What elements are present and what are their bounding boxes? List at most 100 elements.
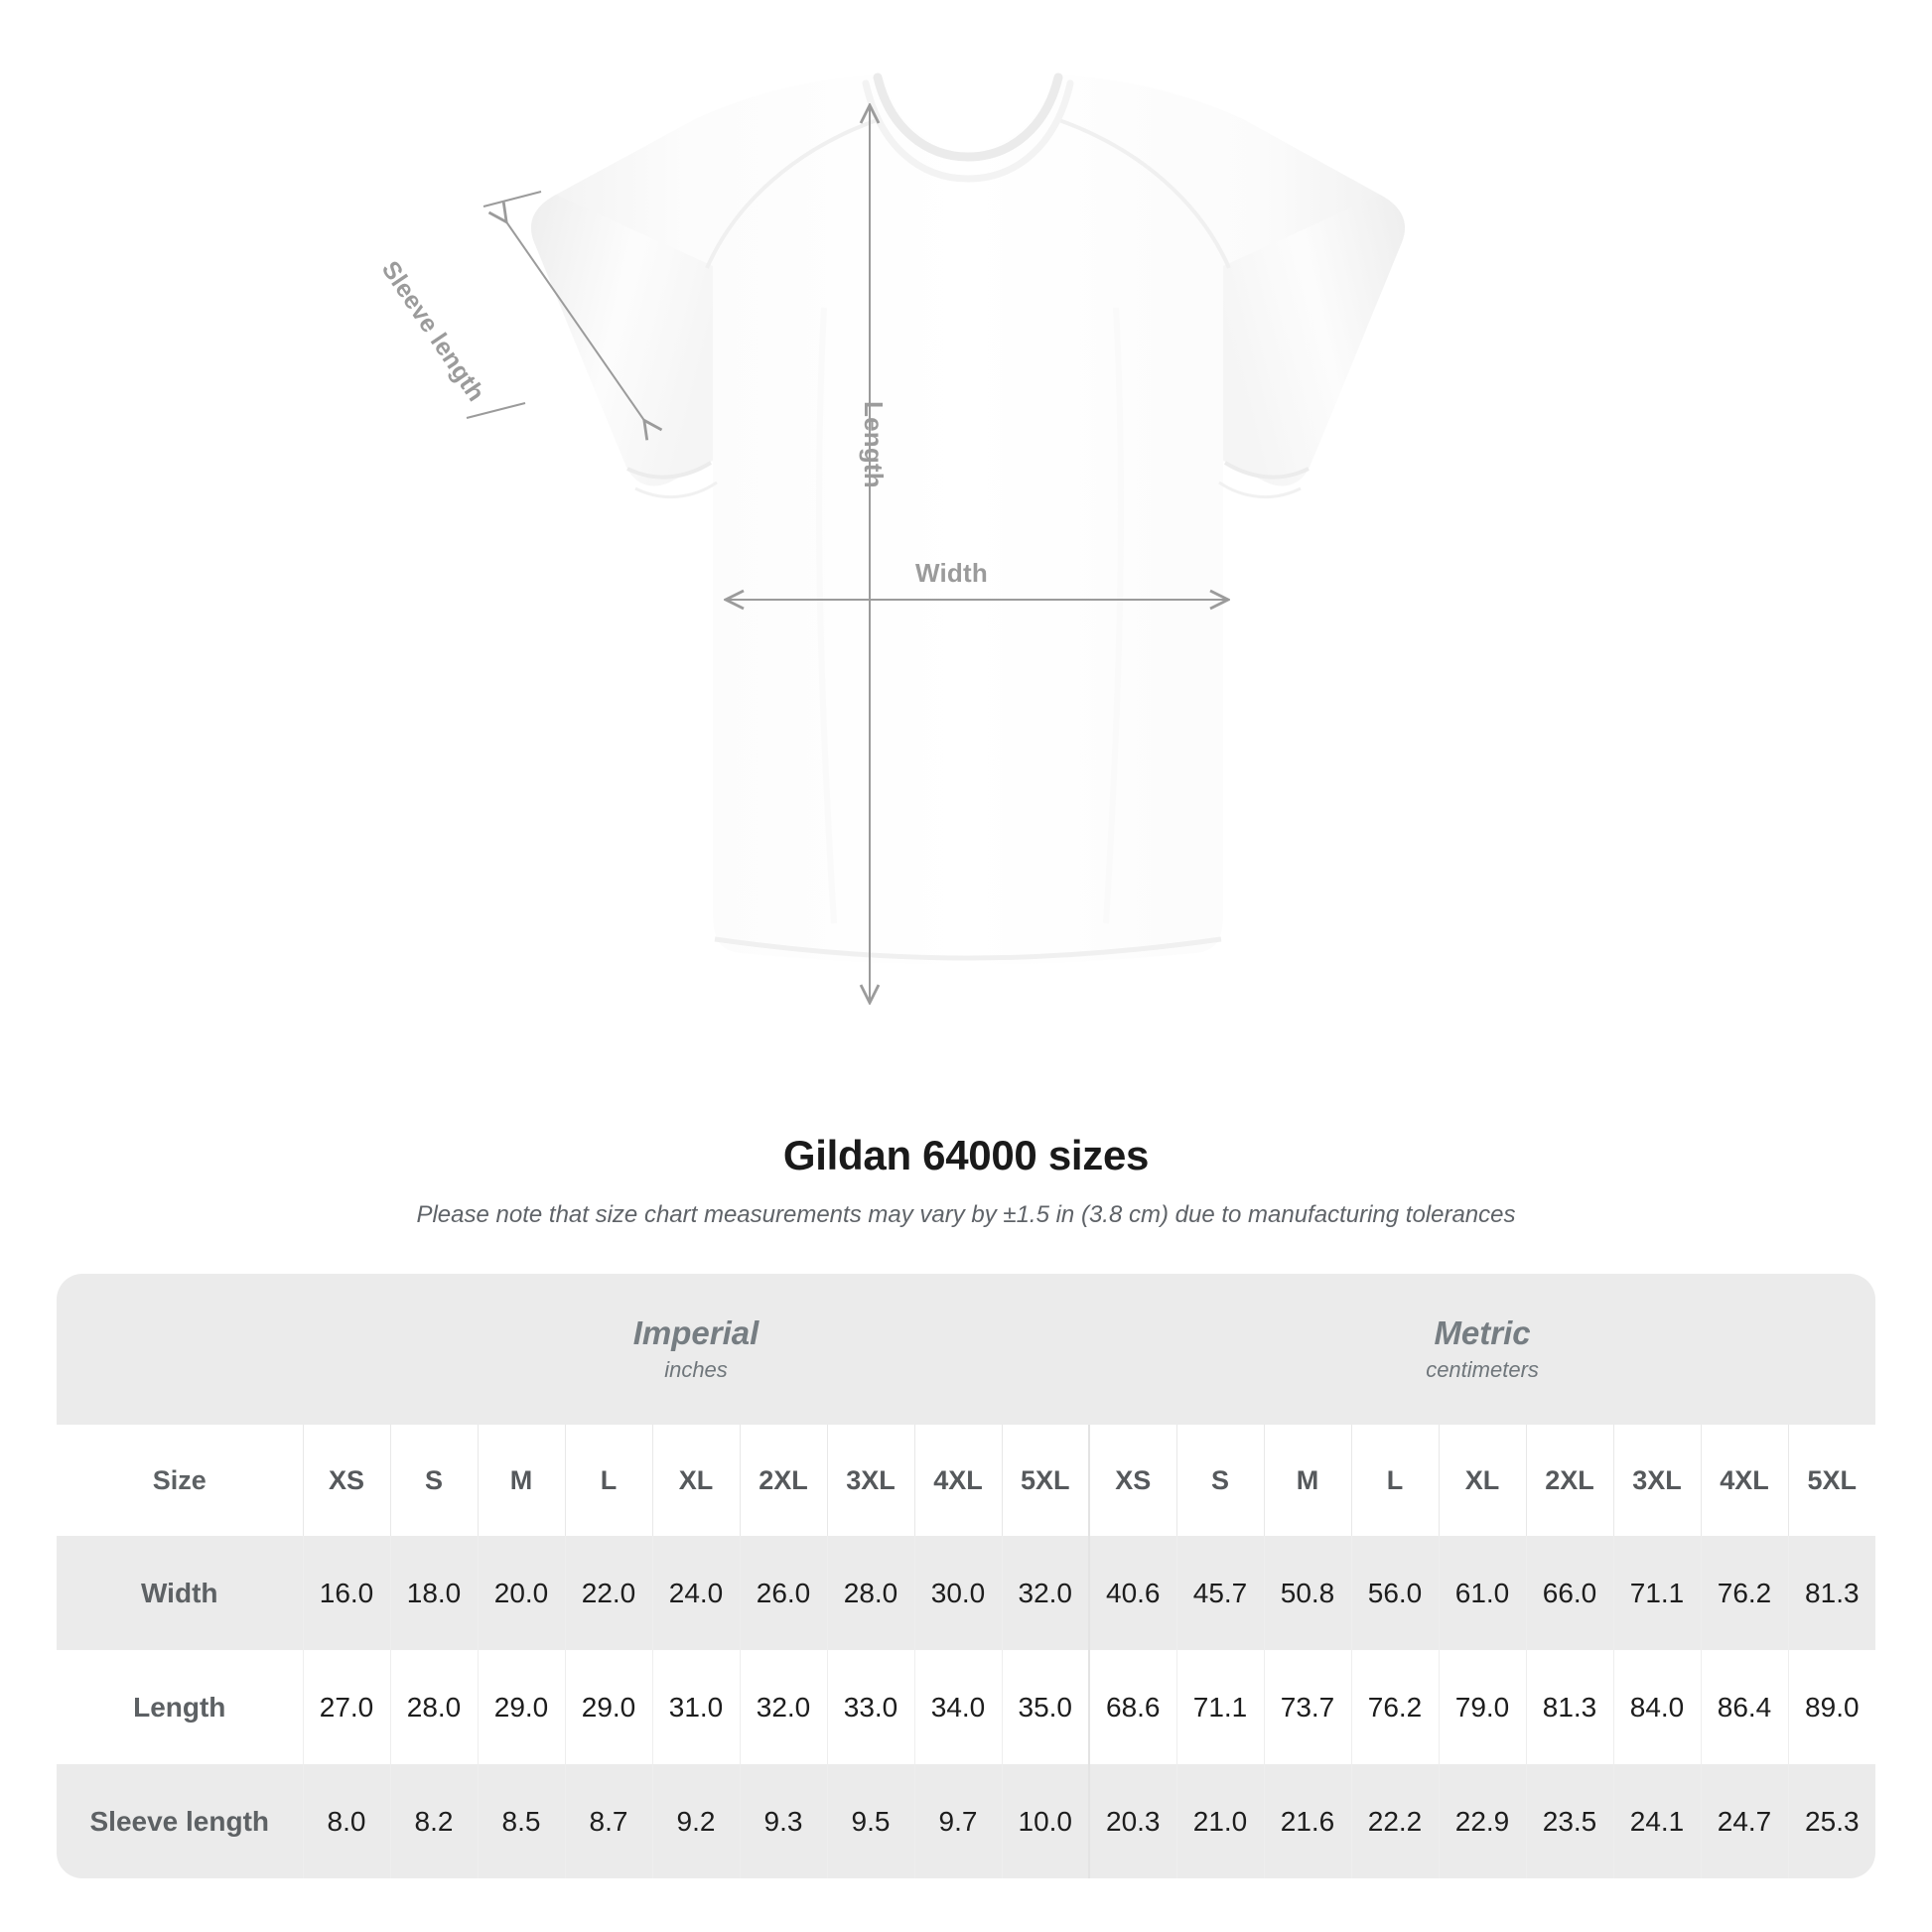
cell-width-imp-m: 20.0 xyxy=(477,1536,565,1650)
row-label-length: Length xyxy=(57,1650,303,1764)
row-label-sleeve-length: Sleeve length xyxy=(57,1764,303,1878)
sleeve-tick-bottom xyxy=(466,402,526,419)
cell-width-imp-2xl: 26.0 xyxy=(739,1536,827,1650)
cell-sleeve-met-l: 22.2 xyxy=(1350,1764,1439,1878)
cell-sleeve-met-3xl: 24.1 xyxy=(1612,1764,1701,1878)
cell-length-met-5xl: 89.0 xyxy=(1787,1650,1876,1764)
cell-length-imp-s: 28.0 xyxy=(389,1650,478,1764)
table-row: Length 27.0 28.0 29.0 29.0 31.0 32.0 33.… xyxy=(57,1650,1876,1764)
cell-length-met-2xl: 81.3 xyxy=(1525,1650,1613,1764)
size-header-label: Size xyxy=(57,1425,303,1536)
cell-length-met-l: 76.2 xyxy=(1350,1650,1439,1764)
size-header-met-5xl: 5XL xyxy=(1787,1425,1876,1536)
cell-length-met-s: 71.1 xyxy=(1175,1650,1264,1764)
cell-sleeve-imp-2xl: 9.3 xyxy=(739,1764,827,1878)
cell-sleeve-imp-5xl: 10.0 xyxy=(1001,1764,1089,1878)
cell-length-met-m: 73.7 xyxy=(1263,1650,1351,1764)
cell-sleeve-met-s: 21.0 xyxy=(1175,1764,1264,1878)
unit-header-row: Imperial inches Metric centimeters xyxy=(57,1274,1876,1425)
unit-sub-imperial: inches xyxy=(664,1357,728,1383)
measurement-guides xyxy=(466,107,1226,1001)
cell-sleeve-met-xs: 20.3 xyxy=(1088,1764,1176,1878)
unit-sub-metric: centimeters xyxy=(1426,1357,1539,1383)
cell-length-imp-xl: 31.0 xyxy=(651,1650,740,1764)
size-header-row: Size XS S M L XL 2XL 3XL 4XL 5XL XS S M … xyxy=(57,1425,1876,1536)
table-row: Width 16.0 18.0 20.0 22.0 24.0 26.0 28.0… xyxy=(57,1536,1876,1650)
size-header-imp-l: L xyxy=(564,1425,652,1536)
chart-heading: Gildan 64000 sizes Please note that size… xyxy=(0,1132,1932,1229)
width-label: Width xyxy=(915,558,988,588)
unit-name-imperial: Imperial xyxy=(632,1313,759,1351)
cell-length-imp-2xl: 32.0 xyxy=(739,1650,827,1764)
size-header-imp-xl: XL xyxy=(651,1425,740,1536)
cell-length-imp-4xl: 34.0 xyxy=(913,1650,1002,1764)
cell-width-met-5xl: 81.3 xyxy=(1787,1536,1876,1650)
size-header-met-3xl: 3XL xyxy=(1612,1425,1701,1536)
size-header-imp-5xl: 5XL xyxy=(1001,1425,1089,1536)
cell-length-imp-xs: 27.0 xyxy=(302,1650,390,1764)
sleeve-tick-top xyxy=(483,191,542,207)
cell-width-met-xs: 40.6 xyxy=(1088,1536,1176,1650)
tolerance-note: Please note that size chart measurements… xyxy=(416,1201,1516,1228)
table-row: Sleeve length 8.0 8.2 8.5 8.7 9.2 9.3 9.… xyxy=(57,1764,1876,1878)
cell-width-met-s: 45.7 xyxy=(1175,1536,1264,1650)
size-header-met-xl: XL xyxy=(1438,1425,1526,1536)
cell-length-met-4xl: 86.4 xyxy=(1700,1650,1788,1764)
cell-sleeve-met-xl: 22.9 xyxy=(1438,1764,1526,1878)
cell-sleeve-imp-4xl: 9.7 xyxy=(913,1764,1002,1878)
page-title: Gildan 64000 sizes xyxy=(782,1132,1150,1178)
tshirt-diagram-svg xyxy=(466,72,1406,1112)
cell-length-imp-m: 29.0 xyxy=(477,1650,565,1764)
cell-sleeve-met-5xl: 25.3 xyxy=(1787,1764,1876,1878)
cell-width-met-l: 56.0 xyxy=(1350,1536,1439,1650)
cell-width-imp-s: 18.0 xyxy=(389,1536,478,1650)
cell-length-imp-5xl: 35.0 xyxy=(1001,1650,1089,1764)
cell-width-imp-3xl: 28.0 xyxy=(826,1536,914,1650)
size-header-imp-xs: XS xyxy=(302,1425,390,1536)
cell-width-imp-4xl: 30.0 xyxy=(913,1536,1002,1650)
sleeve-length-arrow xyxy=(505,220,645,422)
cell-width-imp-5xl: 32.0 xyxy=(1001,1536,1089,1650)
cell-sleeve-imp-l: 8.7 xyxy=(564,1764,652,1878)
unit-group-imperial: Imperial inches xyxy=(303,1274,1089,1425)
size-table: Imperial inches Metric centimeters Size … xyxy=(57,1274,1876,1878)
row-label-width: Width xyxy=(57,1536,303,1650)
cell-width-met-3xl: 71.1 xyxy=(1612,1536,1701,1650)
cell-length-imp-l: 29.0 xyxy=(564,1650,652,1764)
size-header-met-xs: XS xyxy=(1088,1425,1176,1536)
length-label: Length xyxy=(859,401,889,488)
cell-sleeve-imp-xl: 9.2 xyxy=(651,1764,740,1878)
cell-sleeve-imp-m: 8.5 xyxy=(477,1764,565,1878)
cell-width-met-4xl: 76.2 xyxy=(1700,1536,1788,1650)
cell-width-met-2xl: 66.0 xyxy=(1525,1536,1613,1650)
cell-sleeve-met-2xl: 23.5 xyxy=(1525,1764,1613,1878)
cell-width-imp-xl: 24.0 xyxy=(651,1536,740,1650)
cell-sleeve-imp-3xl: 9.5 xyxy=(826,1764,914,1878)
cell-width-met-m: 50.8 xyxy=(1263,1536,1351,1650)
size-header-met-4xl: 4XL xyxy=(1700,1425,1788,1536)
unit-name-metric: Metric xyxy=(1434,1313,1531,1351)
cell-sleeve-imp-s: 8.2 xyxy=(389,1764,478,1878)
size-header-imp-s: S xyxy=(389,1425,478,1536)
size-header-imp-m: M xyxy=(477,1425,565,1536)
cell-sleeve-met-m: 21.6 xyxy=(1263,1764,1351,1878)
size-header-imp-4xl: 4XL xyxy=(913,1425,1002,1536)
size-header-imp-3xl: 3XL xyxy=(826,1425,914,1536)
cell-width-met-xl: 61.0 xyxy=(1438,1536,1526,1650)
cell-length-met-xs: 68.6 xyxy=(1088,1650,1176,1764)
cell-sleeve-met-4xl: 24.7 xyxy=(1700,1764,1788,1878)
cell-length-met-xl: 79.0 xyxy=(1438,1650,1526,1764)
cell-length-met-3xl: 84.0 xyxy=(1612,1650,1701,1764)
shirt-silhouette xyxy=(530,72,1406,965)
cell-length-imp-3xl: 33.0 xyxy=(826,1650,914,1764)
size-header-met-2xl: 2XL xyxy=(1525,1425,1613,1536)
cell-sleeve-imp-xs: 8.0 xyxy=(302,1764,390,1878)
size-header-imp-2xl: 2XL xyxy=(739,1425,827,1536)
size-table-wrapper: Imperial inches Metric centimeters Size … xyxy=(57,1274,1876,1878)
unit-header-spacer xyxy=(57,1274,303,1425)
size-header-met-l: L xyxy=(1350,1425,1439,1536)
size-header-met-m: M xyxy=(1263,1425,1351,1536)
size-header-met-s: S xyxy=(1175,1425,1264,1536)
cell-width-imp-l: 22.0 xyxy=(564,1536,652,1650)
